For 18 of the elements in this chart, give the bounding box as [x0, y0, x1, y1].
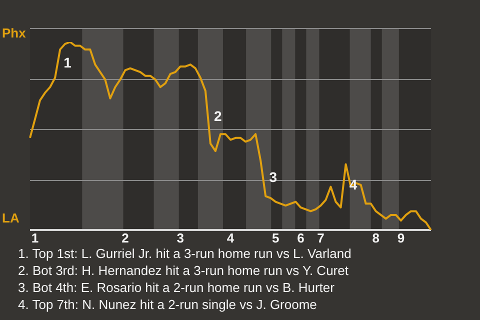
- annotation: 3: [269, 169, 278, 186]
- x-tick-label: 2: [122, 230, 129, 246]
- text: LA: [2, 210, 20, 226]
- annotation: 2: [214, 108, 222, 124]
- annotation: 1: [64, 54, 72, 70]
- x-tick-label: 5: [272, 230, 280, 246]
- text: 2. Bot 3rd: H. Hernandez hit a 3-run home run vs Y. Curet: [18, 262, 350, 279]
- text: Phx: [2, 26, 27, 41]
- x-tick-label: 9: [397, 230, 405, 246]
- x-tick-label: 1: [31, 230, 39, 246]
- x-tick-label: 3: [176, 230, 184, 246]
- x-tick-label: 7: [317, 230, 324, 246]
- text: 3. Bot 4th: E. Rosario hit a 2-run home run vs B. Hurter: [18, 279, 336, 296]
- text: 4. Top 7th: N. Nunez hit a 2-run single vs J. Groome: [18, 296, 318, 313]
- text: 1. Top 1st: L. Gurriel Jr. hit a 3-run home run vs L. Varland: [18, 245, 352, 262]
- x-tick-label: 8: [372, 230, 380, 246]
- x-tick-label: 6: [297, 230, 304, 246]
- x-tick-label: 4: [226, 230, 235, 246]
